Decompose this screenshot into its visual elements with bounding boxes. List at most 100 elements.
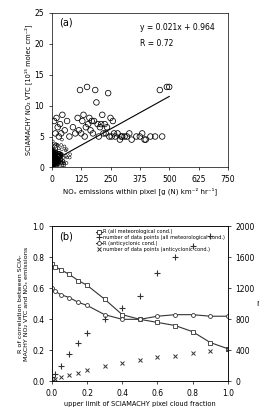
R (anticyclonic cond.) xyxy=(77,300,80,305)
Point xyxy=(54,149,59,155)
Point xyxy=(55,151,59,158)
Point xyxy=(52,150,56,156)
Point xyxy=(56,124,60,131)
Point xyxy=(71,124,75,131)
Point xyxy=(50,158,54,165)
Point xyxy=(51,160,55,167)
Point xyxy=(54,140,58,147)
R (anticyclonic cond.) xyxy=(191,312,194,317)
Point xyxy=(55,163,59,170)
Point xyxy=(51,154,55,160)
Point xyxy=(153,133,157,140)
Point xyxy=(61,159,65,166)
Point xyxy=(54,160,58,166)
Point xyxy=(51,158,55,165)
R (anticyclonic cond.) xyxy=(138,317,141,322)
Point xyxy=(59,156,63,163)
number of data points (anticyclonic cond.) xyxy=(191,351,194,356)
Point xyxy=(54,150,58,157)
Y-axis label: R of correlation between SCIA-
MACHY NO₂ VTC and NOₓ emissions: R of correlation between SCIA- MACHY NO₂… xyxy=(18,247,29,361)
R (anticyclonic cond.) xyxy=(121,317,124,322)
Point xyxy=(55,160,59,167)
R (anticyclonic cond.) xyxy=(54,289,57,294)
Point xyxy=(53,156,57,163)
Point xyxy=(87,114,91,121)
Point xyxy=(57,156,61,163)
R (all meteorological cond.) xyxy=(68,272,71,277)
Point xyxy=(50,149,54,155)
Point xyxy=(89,127,93,134)
Point xyxy=(55,156,59,163)
Point xyxy=(52,158,56,165)
Text: y = 0.021x + 0.964: y = 0.021x + 0.964 xyxy=(140,23,215,32)
Point xyxy=(52,156,56,163)
Point xyxy=(51,161,55,168)
Point xyxy=(53,163,57,169)
Point xyxy=(51,155,55,161)
Point xyxy=(158,87,162,93)
Point xyxy=(106,90,110,96)
Point xyxy=(52,162,56,169)
Line: number of data points (anticyclonic cond.): number of data points (anticyclonic cond… xyxy=(49,347,230,383)
Point xyxy=(58,151,62,158)
Point xyxy=(73,130,77,137)
Point xyxy=(54,160,59,167)
Point xyxy=(53,159,57,166)
Point xyxy=(60,150,64,157)
Point xyxy=(51,154,55,161)
Point xyxy=(56,157,60,164)
Point xyxy=(78,87,82,93)
Point xyxy=(52,144,56,150)
Point xyxy=(51,151,55,158)
number of data points (anticyclonic cond.) xyxy=(85,367,89,372)
Point xyxy=(51,154,55,160)
Point xyxy=(59,151,63,158)
Point xyxy=(90,118,94,124)
Point xyxy=(130,136,134,143)
Point xyxy=(56,142,60,149)
Point xyxy=(50,147,54,154)
Point xyxy=(51,151,55,158)
Point xyxy=(51,153,55,160)
Point xyxy=(85,83,89,90)
Point xyxy=(65,154,69,161)
Point xyxy=(64,160,69,166)
Point xyxy=(54,159,58,166)
Point xyxy=(50,142,54,148)
Point xyxy=(51,153,55,160)
Point xyxy=(59,154,63,161)
Point xyxy=(54,151,58,158)
Point xyxy=(58,121,62,127)
Point xyxy=(112,130,116,137)
Point xyxy=(51,153,55,160)
Point xyxy=(77,127,81,134)
R (all meteorological cond.) xyxy=(209,340,212,345)
Point xyxy=(110,133,114,140)
number of data points (all meteorological cond.) xyxy=(54,371,57,376)
Point xyxy=(52,158,56,165)
Point xyxy=(60,111,64,118)
Point xyxy=(57,133,61,140)
number of data points (anticyclonic cond.) xyxy=(59,375,62,380)
number of data points (all meteorological cond.) xyxy=(50,375,53,380)
Point xyxy=(94,99,98,106)
Point xyxy=(56,156,60,163)
Point xyxy=(167,83,171,90)
Point xyxy=(116,130,120,137)
Point xyxy=(51,149,55,156)
number of data points (anticyclonic cond.) xyxy=(156,355,159,360)
Point xyxy=(58,158,62,165)
Point xyxy=(53,157,57,163)
Point xyxy=(51,158,55,164)
Point xyxy=(50,152,54,158)
Point xyxy=(53,150,57,157)
number of data points (anticyclonic cond.) xyxy=(138,357,141,362)
Point xyxy=(53,161,57,168)
Point xyxy=(52,160,56,167)
Point xyxy=(127,130,131,137)
Point xyxy=(51,153,55,160)
number of data points (anticyclonic cond.) xyxy=(77,370,80,375)
Point xyxy=(52,164,56,171)
Point xyxy=(51,153,55,160)
Point xyxy=(54,160,58,166)
